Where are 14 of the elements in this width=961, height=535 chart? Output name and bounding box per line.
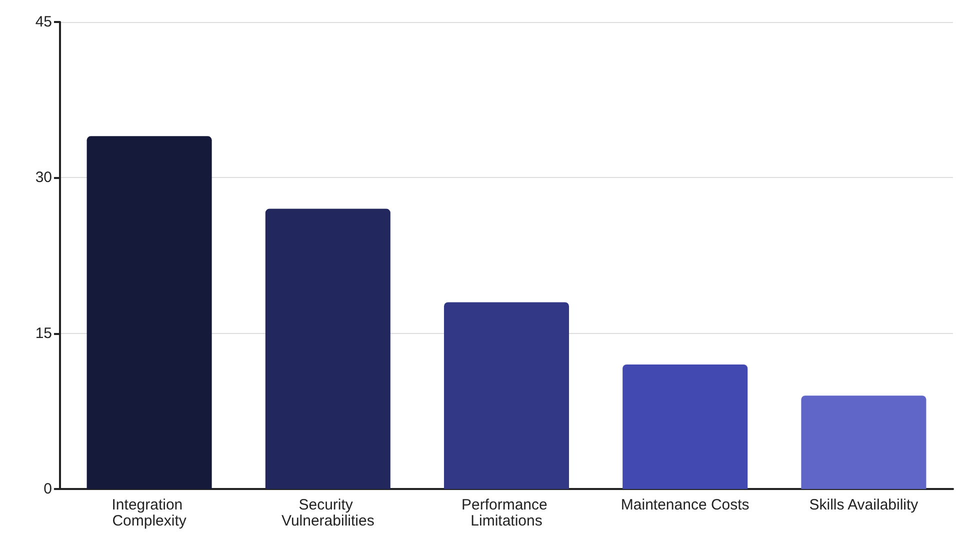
bar: [622, 364, 748, 489]
y-tick-label: 15: [35, 324, 52, 342]
x-tick-label: Security Vulnerabilities: [281, 496, 374, 530]
x-tick-label: Skills Availability: [809, 496, 919, 514]
bar: [265, 208, 390, 489]
x-tick-label: Performance Limitations: [461, 496, 552, 530]
y-tick-label: 0: [44, 480, 52, 498]
bar: [86, 136, 212, 489]
y-tick-label: 45: [35, 14, 52, 30]
x-tick-label: Integration Complexity: [112, 496, 187, 530]
x-tick-label: Maintenance Costs: [620, 496, 750, 514]
bar: [444, 302, 570, 489]
bar: [801, 396, 926, 489]
y-tick-label: 30: [35, 169, 52, 186]
